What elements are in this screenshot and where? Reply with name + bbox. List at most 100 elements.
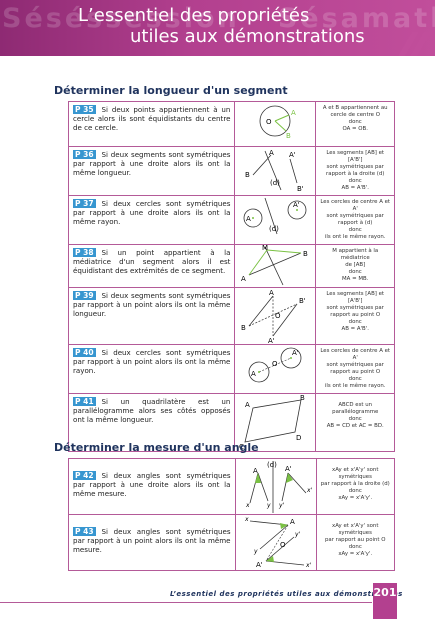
- axial-circles-figure: A A' (d): [244, 197, 307, 235]
- figure-cell: A A' (d): [234, 195, 317, 245]
- section-title-angle: Déterminer la mesure d'un angle: [54, 441, 259, 454]
- property-tag: P 40: [73, 348, 96, 357]
- property-statement: P 43 Si deux angles sont symétriques par …: [68, 514, 236, 571]
- figure-cell: (d) A A' x y x' y': [234, 458, 317, 515]
- property-statement: P 38 Si un point appartient à la médiatri…: [67, 244, 236, 288]
- property-text: Si deux cercles sont symétriques par rap…: [73, 348, 231, 375]
- svg-text:A: A: [269, 289, 274, 297]
- central-angle-figure: A O A' x y x' y': [244, 516, 312, 569]
- svg-text:O: O: [275, 312, 281, 320]
- svg-text:A': A': [268, 337, 275, 344]
- page-number: 201: [373, 583, 397, 602]
- properties-table-angle: P 42 Si deux angles sont symétriques par …: [68, 458, 396, 571]
- svg-text:A: A: [290, 518, 295, 526]
- figure-cell: O A B: [234, 101, 317, 147]
- svg-text:x: x: [245, 502, 250, 509]
- property-text: Si un point appartient à la médiatrice d…: [73, 248, 231, 275]
- page-number-tab: [373, 602, 397, 619]
- property-text: Si deux points appartiennent à un cercle…: [73, 105, 231, 132]
- svg-text:(d): (d): [269, 225, 279, 233]
- svg-text:y: y: [266, 502, 271, 509]
- property-row: P 36 Si deux segments sont symétriques pa…: [67, 146, 395, 196]
- property-statement: P 40 Si deux cercles sont symétriques par…: [67, 344, 236, 394]
- property-text: Si un quadrilatère est un parallélogramm…: [73, 397, 231, 424]
- property-text: Si deux segments sont symétriques par ra…: [73, 291, 231, 318]
- footer-running-title: L’essentiel des propriétés utiles aux dé…: [170, 590, 403, 598]
- svg-text:A: A: [253, 467, 258, 475]
- header-banner: Séséssession · Sésamath L’essentiel des …: [0, 0, 435, 56]
- perpendicular-bisector-figure: M A B: [241, 245, 308, 286]
- property-tag: P 37: [73, 199, 96, 208]
- property-statement: P 35 Si deux points appartiennent à un ce…: [67, 101, 236, 147]
- property-statement: P 42 Si deux angles sont symétriques par …: [68, 458, 236, 515]
- axial-segment-figure: A A' B B' (d): [245, 149, 304, 193]
- figure-cell: M A B: [234, 244, 317, 288]
- property-row: P 35 Si deux points appartiennent à un ce…: [67, 101, 395, 147]
- property-statement: P 37 Si deux cercles sont symétriques par…: [67, 195, 236, 245]
- property-example: xAy et x'A'y' sont symétriques par rapport…: [315, 514, 396, 571]
- property-row: P 43 Si deux angles sont symétriques par …: [68, 514, 396, 571]
- svg-text:(d): (d): [267, 461, 277, 469]
- svg-text:B': B': [297, 185, 304, 193]
- svg-text:x': x': [306, 487, 313, 494]
- property-row: P 42 Si deux angles sont symétriques par …: [68, 458, 396, 515]
- figure-cell: A A' B B' (d): [234, 146, 317, 196]
- property-example: M appartient à la médiatrice de [AB] donc M…: [315, 244, 395, 288]
- svg-text:A: A: [245, 401, 250, 409]
- svg-text:M: M: [262, 245, 268, 252]
- property-tag: P 43: [73, 527, 96, 536]
- svg-text:O: O: [280, 541, 286, 549]
- property-example: Les cercles de centre A et A' sont symétr…: [315, 195, 395, 245]
- property-tag: P 39: [73, 291, 96, 300]
- svg-text:x': x': [305, 562, 312, 569]
- properties-table-length: P 35 Si deux points appartiennent à un ce…: [67, 101, 395, 452]
- section-title-length: Déterminer la longueur d'un segment: [54, 84, 288, 97]
- property-example: Les segments [AB] et [A'B'] sont symétriq…: [315, 287, 395, 345]
- property-example: ABCD est un parallélogramme donc AB = CD et…: [315, 393, 395, 452]
- property-row: P 38 Si un point appartient à la médiatri…: [67, 244, 395, 288]
- circle-figure: O A B: [260, 105, 296, 140]
- svg-text:A': A': [256, 561, 263, 569]
- property-text: Si deux angles sont symétriques par rapp…: [73, 471, 231, 498]
- svg-text:A: A: [269, 149, 274, 157]
- label-a: A: [291, 109, 296, 117]
- figure-cell: A O A': [234, 344, 317, 394]
- figure-cell: A B C D: [234, 393, 317, 452]
- property-row: P 41 Si un quadrilatère est un parallélog…: [67, 393, 395, 452]
- property-example: xAy et x'A'y' sont symétriques par rapport…: [315, 458, 396, 515]
- banner-watermark: Séséssession · Sésamath: [2, 3, 435, 34]
- axial-angle-figure: (d) A A' x y x' y': [245, 461, 313, 513]
- property-example: Les segments [AB] et [A'B'] sont symétriq…: [315, 146, 395, 196]
- property-statement: P 36 Si deux segments sont symétriques pa…: [67, 146, 236, 196]
- footer-rule: [0, 602, 372, 603]
- svg-text:B: B: [245, 171, 250, 179]
- svg-text:A: A: [241, 275, 246, 283]
- page-title-line1: L’essentiel des propriétés: [78, 5, 310, 26]
- property-tag: P 41: [73, 397, 96, 406]
- property-tag: P 36: [73, 150, 96, 159]
- property-text: Si deux angles sont symétriques par rapp…: [73, 527, 231, 554]
- svg-text:B: B: [300, 394, 305, 402]
- svg-text:B': B': [299, 297, 306, 305]
- central-segment-figure: A B' O B A': [241, 289, 306, 344]
- svg-text:(d): (d): [270, 179, 280, 187]
- svg-text:A: A: [251, 370, 256, 378]
- property-tag: P 35: [73, 105, 96, 114]
- label-o: O: [266, 118, 272, 126]
- property-example: Les cercles de centre A et A' sont symétr…: [315, 344, 395, 394]
- svg-text:y: y: [253, 548, 258, 555]
- property-tag: P 38: [73, 248, 96, 257]
- parallelogram-figure: A B C D: [239, 394, 305, 451]
- property-statement: P 39 Si deux segments sont symétriques pa…: [67, 287, 236, 345]
- page-title-line2: utiles aux démonstrations: [130, 26, 365, 47]
- svg-text:A': A': [292, 349, 299, 357]
- figure-cell: A O A' x y x' y': [234, 514, 317, 571]
- svg-text:y': y': [294, 531, 301, 538]
- svg-text:A': A': [293, 201, 300, 209]
- label-b: B: [286, 132, 291, 140]
- property-example: A et B appartiennent au cercle de centre …: [315, 101, 395, 147]
- property-row: P 37 Si deux cercles sont symétriques par…: [67, 195, 395, 245]
- svg-text:x: x: [244, 516, 249, 523]
- svg-text:D: D: [296, 434, 301, 442]
- svg-text:O: O: [272, 360, 278, 368]
